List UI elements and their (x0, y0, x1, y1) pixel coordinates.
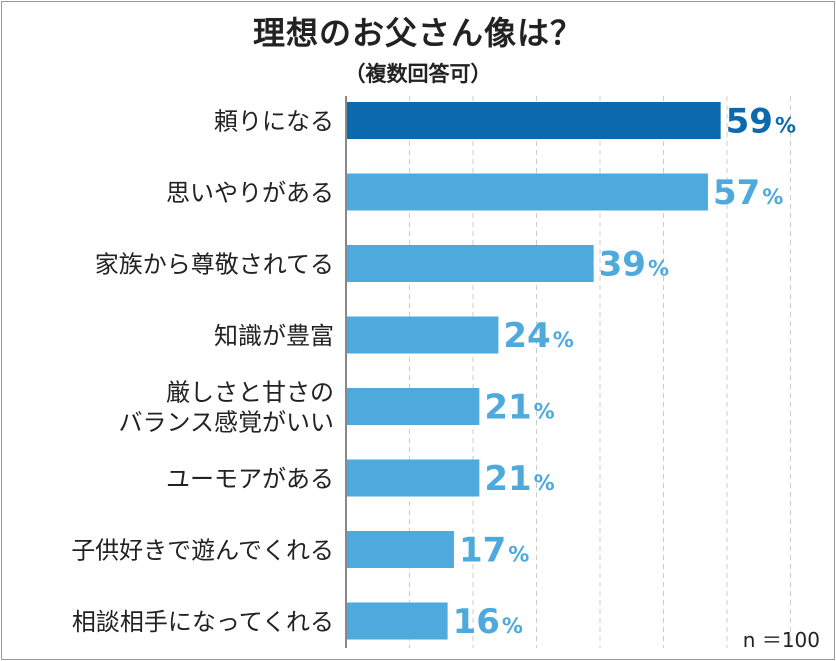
bar (346, 388, 480, 425)
bar (346, 173, 708, 211)
bar (346, 459, 480, 497)
bar (346, 602, 448, 640)
bars (346, 102, 721, 640)
bar (346, 316, 499, 354)
value-label: 24% (503, 316, 573, 356)
value-label: 17% (459, 531, 529, 571)
bar (346, 531, 454, 568)
bar (346, 245, 594, 282)
category-label: ユーモアがある (166, 465, 334, 493)
value-labels: 59% 57% 39% 24% 21% 21% 17% 16% (453, 102, 796, 643)
category-label: 家族から尊敬されてる (95, 251, 334, 279)
category-label: 頼りになる (214, 108, 334, 136)
category-label: 厳しさと甘さの (166, 379, 334, 407)
bar (346, 102, 721, 139)
category-label: 子供好きで遊んでくれる (71, 537, 334, 565)
value-label: 16% (453, 602, 523, 642)
category-labels: 頼りになる思いやりがある家族から尊敬されてる知識が豊富厳しさと甘さのバランス感覚… (71, 108, 334, 637)
category-label: バランス感覚がいい (118, 409, 334, 437)
category-label: 知識が豊富 (214, 322, 334, 350)
sample-size-note: n ＝100 (742, 628, 820, 652)
value-label: 57% (713, 173, 783, 213)
value-label: 39% (599, 245, 669, 285)
value-label: 21% (484, 459, 554, 499)
chart-title: 理想のお父さん像は？ (252, 14, 583, 52)
category-label: 相談相手になってくれる (72, 608, 334, 636)
chart-subtitle: （複数回答可） (344, 62, 492, 86)
value-label: 21% (484, 388, 554, 428)
category-label: 思いやりがある (166, 179, 334, 207)
value-label: 59% (726, 102, 796, 142)
